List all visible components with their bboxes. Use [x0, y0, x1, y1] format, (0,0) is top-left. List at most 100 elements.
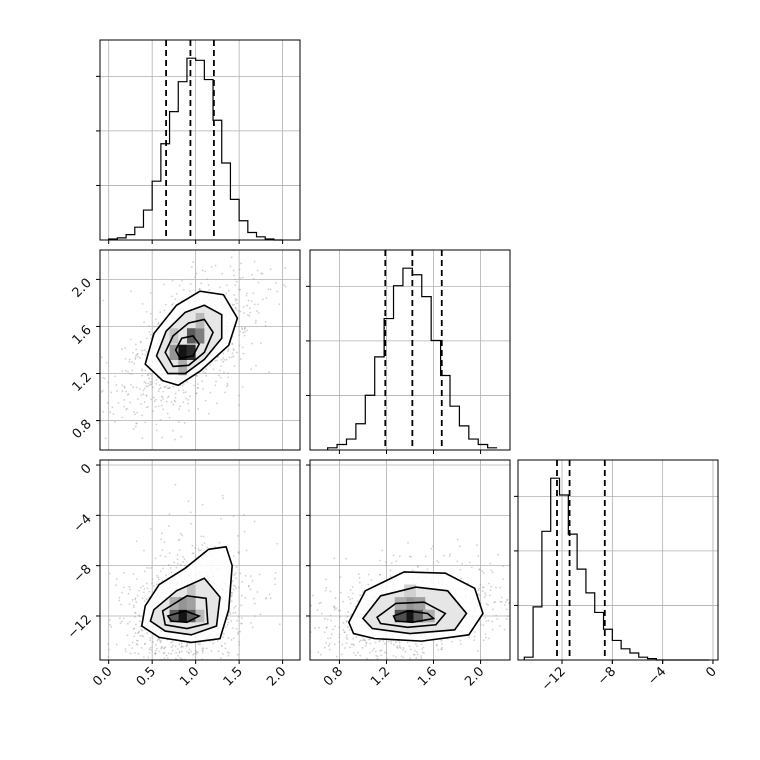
sample-point	[109, 623, 111, 626]
sample-point	[408, 645, 411, 648]
sample-point	[242, 306, 245, 308]
sample-point	[387, 640, 390, 643]
sample-point	[237, 586, 240, 589]
sample-point	[151, 578, 154, 580]
sample-point	[150, 567, 153, 569]
sample-point	[143, 321, 145, 324]
sample-point	[197, 407, 200, 410]
sample-point	[379, 573, 381, 576]
sample-point	[141, 302, 144, 305]
sample-point	[345, 636, 348, 639]
sample-point	[230, 591, 233, 594]
sample-point	[129, 372, 131, 375]
sample-point	[178, 665, 180, 667]
sample-point	[342, 622, 345, 624]
sample-point	[368, 638, 370, 641]
sample-point	[118, 617, 121, 620]
sample-point	[317, 651, 320, 654]
sample-point	[174, 438, 176, 441]
sample-point	[365, 641, 368, 644]
sample-point	[170, 401, 173, 403]
sample-point	[395, 656, 398, 658]
sample-point	[129, 588, 132, 591]
sample-point	[145, 727, 147, 729]
sample-point	[136, 411, 139, 414]
sample-point	[206, 670, 208, 672]
sample-point	[155, 423, 158, 426]
sample-point	[149, 373, 152, 375]
sample-point	[332, 605, 335, 608]
sample-point	[180, 646, 183, 649]
sample-point	[473, 635, 476, 638]
sample-point	[114, 375, 116, 378]
sample-point	[145, 394, 148, 397]
sample-point	[362, 662, 364, 664]
sample-point	[139, 634, 141, 637]
sample-point	[352, 592, 354, 595]
sample-point	[220, 657, 222, 660]
sample-point	[488, 582, 490, 585]
density-cell	[186, 344, 196, 360]
sample-point	[441, 643, 443, 645]
sample-point	[207, 284, 210, 287]
sample-point	[232, 588, 235, 591]
sample-point	[153, 400, 156, 403]
sample-point	[154, 652, 157, 655]
sample-point	[164, 386, 167, 389]
sample-point	[145, 310, 148, 313]
sample-point	[148, 331, 151, 334]
sample-point	[190, 266, 193, 268]
sample-point	[235, 587, 237, 590]
sample-point	[185, 397, 187, 400]
sample-point	[332, 628, 334, 631]
sample-point	[212, 682, 214, 684]
sample-point	[74, 701, 76, 703]
sample-point	[79, 398, 81, 400]
sample-point	[224, 642, 226, 645]
sample-point	[123, 386, 126, 389]
sample-point	[426, 568, 429, 571]
sample-point	[174, 483, 177, 486]
sample-point	[227, 376, 230, 379]
sample-point	[436, 644, 438, 647]
sample-point	[229, 265, 232, 268]
x-tick-label: 2.0	[462, 664, 487, 689]
sample-point	[196, 651, 199, 654]
sample-point	[234, 297, 237, 300]
sample-point	[396, 645, 399, 648]
density-cell	[178, 609, 187, 623]
sample-point	[235, 302, 238, 305]
sample-point	[192, 552, 195, 555]
sample-point	[95, 603, 97, 605]
sample-point	[396, 646, 398, 649]
sample-point	[194, 547, 197, 549]
sample-point	[479, 623, 482, 626]
sample-point	[333, 643, 336, 646]
sample-point	[139, 700, 141, 702]
sample-point	[90, 558, 92, 560]
sample-point	[232, 627, 234, 629]
sample-point	[251, 580, 254, 582]
sample-point	[379, 649, 382, 652]
sample-point	[256, 310, 258, 312]
sample-point	[512, 578, 514, 580]
sample-point	[138, 615, 141, 618]
sample-point	[337, 609, 340, 612]
sample-point	[204, 684, 206, 686]
sample-point	[163, 651, 166, 654]
sample-point	[101, 376, 104, 379]
sample-point	[482, 572, 485, 574]
sample-point	[177, 389, 180, 392]
sample-point	[390, 562, 393, 565]
sample-point	[504, 601, 507, 604]
sample-point	[355, 636, 358, 639]
sample-point	[154, 643, 157, 646]
sample-point	[149, 639, 152, 642]
sample-point	[151, 381, 154, 384]
sample-point	[241, 617, 243, 619]
sample-point	[202, 388, 204, 391]
sample-point	[330, 633, 333, 636]
sample-point	[205, 375, 208, 377]
sample-point	[108, 619, 111, 622]
